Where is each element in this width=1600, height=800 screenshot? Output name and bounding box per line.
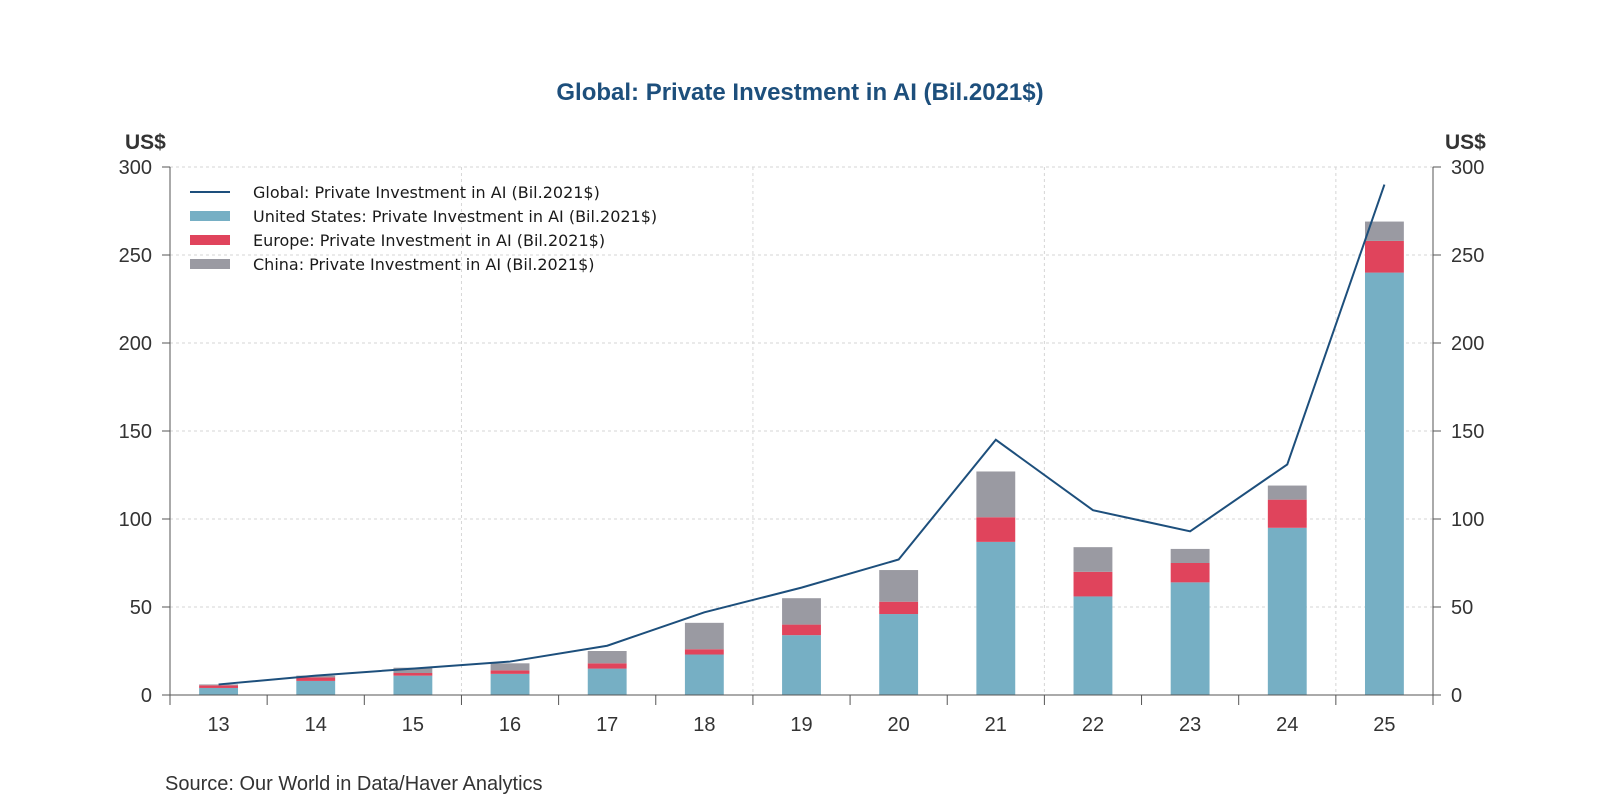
x-tick-label: 19 (790, 714, 812, 736)
legend-label: Global: Private Investment in AI (Bil.20… (253, 183, 600, 202)
bar-united-states-19 (782, 635, 821, 695)
right-axis-unit: US$ (1445, 131, 1486, 154)
bar-china-24 (1267, 485, 1307, 500)
line-global (218, 184, 1386, 686)
bar-europe-24 (1267, 499, 1307, 528)
bar-china-23 (1170, 548, 1210, 563)
bar-china-19 (782, 598, 821, 625)
bar-europe-20 (879, 601, 919, 615)
bar-europe-13 (199, 685, 239, 688)
legend-label: Europe: Private Investment in AI (Bil.20… (253, 231, 605, 250)
legend-label: United States: Private Investment in AI … (253, 207, 657, 226)
left-y-tick-label: 200 (119, 333, 152, 355)
bar-china-17 (587, 651, 627, 664)
bar-china-21 (976, 471, 1016, 518)
left-y-tick-label: 150 (119, 421, 152, 443)
x-tick-label: 20 (888, 714, 910, 736)
x-tick-label: 13 (207, 714, 229, 736)
x-tick-label: 17 (596, 714, 618, 736)
right-y-tick-label: 0 (1451, 685, 1462, 707)
x-tick-label: 24 (1276, 714, 1298, 736)
bar-united-states-23 (1170, 582, 1210, 695)
x-tick-label: 18 (693, 714, 715, 736)
right-y-tick-label: 100 (1451, 509, 1484, 531)
x-tick-label: 23 (1179, 714, 1201, 736)
x-tick-label: 25 (1373, 714, 1395, 736)
bar-china-18 (684, 622, 724, 650)
bar-united-states-17 (587, 668, 627, 695)
right-y-tick-label: 200 (1451, 333, 1484, 355)
legend-label: China: Private Investment in AI (Bil.202… (253, 255, 595, 274)
right-y-tick-label: 150 (1451, 421, 1484, 443)
chart-title: Global: Private Investment in AI (Bil.20… (556, 79, 1043, 106)
bar-united-states-24 (1267, 527, 1307, 695)
bar-europe-22 (1073, 571, 1113, 597)
x-tick-label: 21 (985, 714, 1007, 736)
right-y-tick-label: 50 (1451, 597, 1473, 619)
bar-united-states-14 (296, 680, 336, 695)
legend: Global: Private Investment in AI (Bil.20… (190, 183, 657, 274)
right-y-tick-label: 300 (1451, 157, 1484, 179)
x-tick-label: 16 (499, 714, 521, 736)
bar-europe-19 (782, 624, 821, 636)
left-y-tick-label: 300 (119, 157, 152, 179)
right-y-tick-label: 250 (1451, 245, 1484, 267)
bar-china-13 (199, 684, 239, 686)
axes: 0 0 50 50 100 100 150 150 200 200 250 250 300 300 13 14… (119, 157, 1485, 736)
left-y-tick-label: 100 (119, 509, 152, 531)
bar-europe-17 (587, 663, 627, 669)
bar-united-states-18 (684, 654, 724, 695)
x-tick-label: 14 (305, 714, 327, 736)
gridlines (170, 166, 1433, 695)
bar-china-25 (1364, 221, 1404, 241)
bar-china-15 (393, 667, 433, 673)
bar-europe-18 (684, 649, 724, 655)
legend-swatch-bar (190, 211, 230, 221)
bar-europe-15 (393, 673, 433, 676)
bar-china-20 (879, 570, 919, 602)
legend-swatch-bar (190, 259, 230, 269)
left-axis-unit: US$ (125, 131, 166, 154)
bar-united-states-25 (1364, 272, 1404, 695)
bar-europe-14 (296, 677, 336, 681)
bars (199, 221, 1404, 695)
legend-swatch-bar (190, 235, 230, 245)
left-y-tick-label: 0 (141, 685, 152, 707)
bar-europe-25 (1364, 240, 1404, 273)
bar-united-states-20 (879, 614, 919, 695)
bar-united-states-21 (976, 541, 1016, 695)
source-note: Source: Our World in Data/Haver Analytic… (165, 773, 543, 795)
bar-europe-16 (490, 670, 530, 674)
bar-china-16 (490, 663, 530, 671)
x-tick-label: 22 (1082, 714, 1104, 736)
bar-united-states-16 (490, 673, 530, 695)
x-tick-label: 15 (402, 714, 424, 736)
left-y-tick-label: 50 (130, 597, 152, 619)
bar-europe-21 (976, 517, 1016, 542)
bar-china-22 (1073, 547, 1113, 572)
bar-united-states-22 (1073, 596, 1113, 695)
bar-europe-23 (1170, 563, 1210, 583)
bar-united-states-13 (199, 687, 239, 695)
global-line-series (218, 184, 1386, 686)
bar-united-states-15 (393, 675, 433, 695)
left-y-tick-label: 250 (119, 245, 152, 267)
